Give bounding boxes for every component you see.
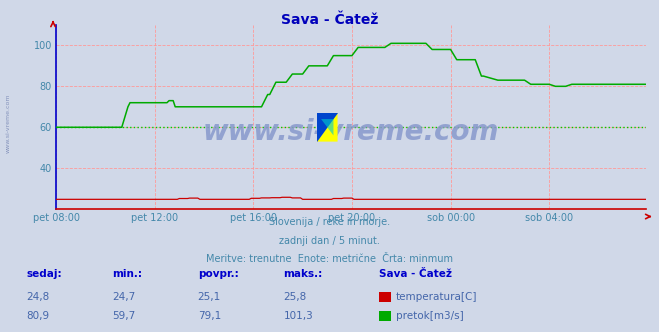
Polygon shape	[317, 113, 337, 141]
Text: maks.:: maks.:	[283, 269, 323, 279]
Text: Slovenija / reke in morje.: Slovenija / reke in morje.	[269, 217, 390, 227]
Polygon shape	[317, 113, 337, 141]
Text: sedaj:: sedaj:	[26, 269, 62, 279]
Text: 59,7: 59,7	[112, 311, 135, 321]
Text: 25,8: 25,8	[283, 292, 306, 302]
Text: 24,7: 24,7	[112, 292, 135, 302]
Text: 101,3: 101,3	[283, 311, 313, 321]
Text: povpr.:: povpr.:	[198, 269, 239, 279]
Text: min.:: min.:	[112, 269, 142, 279]
Text: temperatura[C]: temperatura[C]	[396, 292, 478, 302]
Text: Meritve: trenutne  Enote: metrične  Črta: minmum: Meritve: trenutne Enote: metrične Črta: …	[206, 254, 453, 264]
Text: 25,1: 25,1	[198, 292, 221, 302]
Text: pretok[m3/s]: pretok[m3/s]	[396, 311, 464, 321]
Text: Sava - Čatež: Sava - Čatež	[379, 269, 452, 279]
Text: Sava - Čatež: Sava - Čatež	[281, 13, 378, 27]
Text: 80,9: 80,9	[26, 311, 49, 321]
Text: 24,8: 24,8	[26, 292, 49, 302]
Text: zadnji dan / 5 minut.: zadnji dan / 5 minut.	[279, 236, 380, 246]
Text: www.si-vreme.com: www.si-vreme.com	[203, 118, 499, 146]
Polygon shape	[321, 119, 333, 135]
Text: 79,1: 79,1	[198, 311, 221, 321]
Text: www.si-vreme.com: www.si-vreme.com	[5, 93, 11, 153]
